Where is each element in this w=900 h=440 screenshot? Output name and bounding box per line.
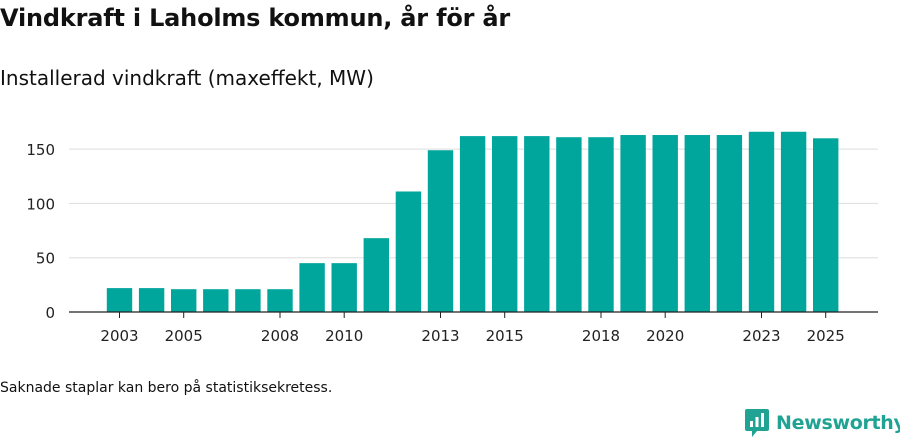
bar — [331, 263, 357, 312]
bar — [267, 289, 293, 312]
y-tick-label: 50 — [36, 250, 55, 268]
bar — [492, 136, 518, 312]
bar — [780, 131, 807, 312]
bar — [235, 289, 261, 312]
x-tick-label: 2020 — [646, 327, 684, 345]
y-tick-label: 100 — [26, 195, 55, 213]
bar — [106, 288, 133, 312]
x-tick-label: 2023 — [742, 327, 780, 345]
bar — [652, 135, 678, 312]
bar — [524, 136, 550, 312]
bar — [748, 131, 775, 312]
bar — [588, 137, 614, 312]
newsworthy-logo-icon — [745, 409, 769, 437]
x-tick-label: 2015 — [486, 327, 524, 345]
bar — [299, 263, 325, 312]
x-tick-label: 2003 — [100, 327, 138, 345]
x-tick-label: 2018 — [582, 327, 620, 345]
bar — [556, 137, 582, 312]
bar — [395, 191, 422, 312]
x-tick-label: 2008 — [261, 327, 299, 345]
y-tick-label: 150 — [26, 141, 55, 159]
x-tick-label: 2005 — [165, 327, 203, 345]
bar — [813, 138, 839, 312]
chart-title: Vindkraft i Laholms kommun, år för år — [0, 4, 511, 32]
bar — [363, 238, 389, 312]
y-tick-label: 0 — [45, 304, 55, 322]
bar — [203, 289, 229, 312]
bar — [716, 135, 743, 312]
bar — [684, 135, 710, 312]
bar — [138, 288, 165, 312]
brand-logo[interactable]: Newsworthy — [744, 406, 900, 440]
bar-chart: 0 50 100 150 2003 2005 2008 2010 2013 2015 2018 202… — [26, 131, 878, 345]
bar — [620, 135, 646, 312]
bar — [171, 289, 197, 312]
x-tick-label: 2010 — [325, 327, 363, 345]
brand-name: Newsworthy — [776, 412, 900, 434]
x-tick-label: 2025 — [807, 327, 845, 345]
chart-subtitle: Installerad vindkraft (maxeffekt, MW) — [0, 66, 374, 90]
bar — [427, 150, 454, 312]
bar — [459, 136, 486, 312]
x-tick-label: 2013 — [421, 327, 459, 345]
footnote: Saknade staplar kan bero på statistiksek… — [0, 380, 333, 396]
